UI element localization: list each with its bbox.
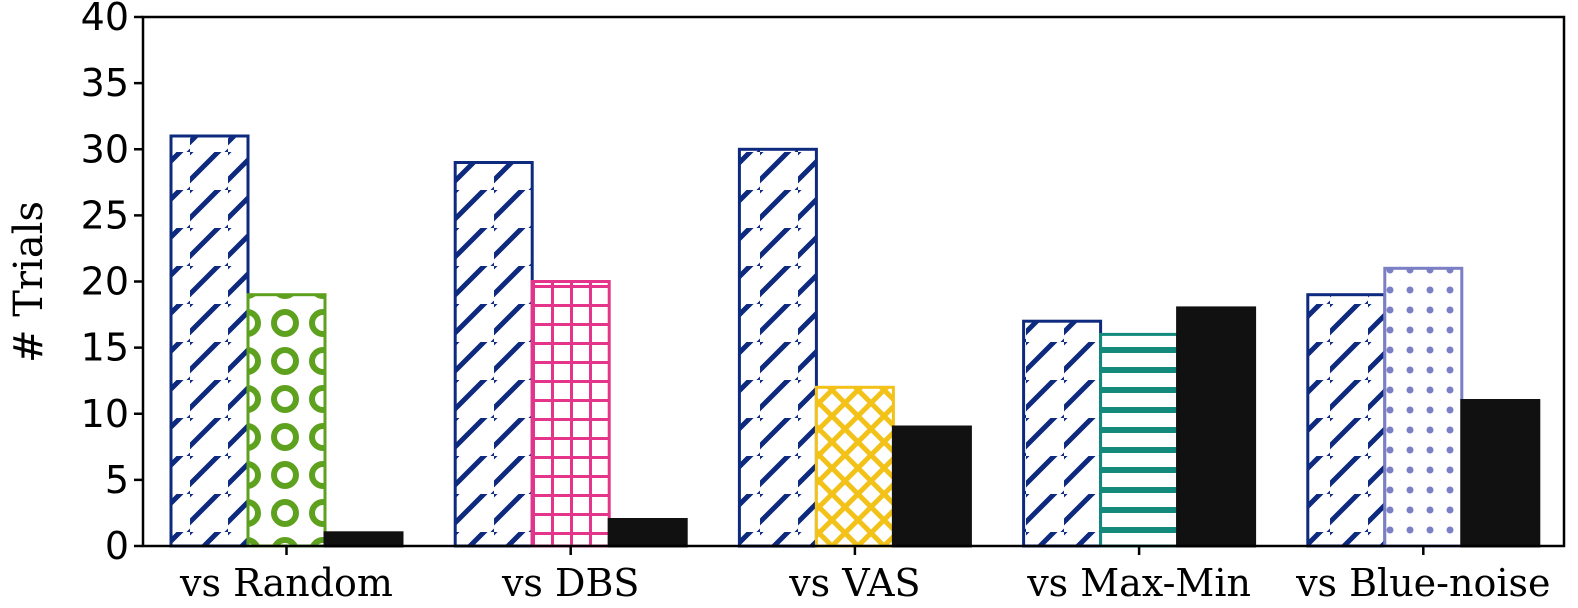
x-tick-label: vs Random	[179, 561, 393, 605]
bar-vs-dbs-1	[453, 161, 534, 548]
bar-vs-vas-1	[737, 147, 818, 548]
x-tick-label: vs Blue-noise	[1295, 561, 1550, 605]
bar-vs-dbs-2	[530, 280, 611, 548]
y-tick-label: 0	[105, 524, 129, 568]
y-tick-label: 40	[81, 0, 129, 39]
x-axis-ticks: vs Random vs DBS vs VAS vs Max-Min vs Blue-n…	[179, 546, 1551, 605]
y-tick-label: 10	[81, 392, 129, 436]
bar-vs-vas-3	[891, 425, 972, 548]
y-tick-label: 25	[81, 193, 129, 237]
bar-vs-blue-noise-3	[1460, 399, 1541, 548]
bar-vs-max-min-1	[1022, 319, 1103, 548]
y-tick-label: 15	[81, 326, 129, 370]
bar-vs-random-2	[246, 293, 327, 548]
x-tick-label: vs VAS	[788, 561, 920, 605]
x-tick-label: vs DBS	[501, 561, 639, 605]
y-tick-label: 30	[81, 127, 129, 171]
y-axis-label: # Trials	[6, 201, 52, 363]
bar-vs-max-min-3	[1176, 306, 1257, 548]
bar-vs-dbs-3	[607, 518, 688, 548]
plot-frame	[141, 15, 1566, 548]
bar-vs-blue-noise-2	[1383, 266, 1464, 548]
bar-vs-random-3	[323, 531, 404, 548]
bar-vs-max-min-2	[1099, 332, 1180, 548]
x-tick-label: vs Max-Min	[1026, 561, 1251, 605]
y-tick-label: 5	[105, 458, 129, 502]
bars-layer	[169, 134, 1541, 548]
bar-vs-vas-2	[814, 385, 895, 548]
y-axis-ticks: 0 5 10 15 20 25 30 35 40	[81, 0, 143, 568]
y-tick-label: 35	[81, 61, 129, 105]
bar-vs-blue-noise-1	[1306, 293, 1387, 548]
bar-vs-random-1	[169, 134, 250, 548]
y-tick-label: 20	[81, 260, 129, 304]
